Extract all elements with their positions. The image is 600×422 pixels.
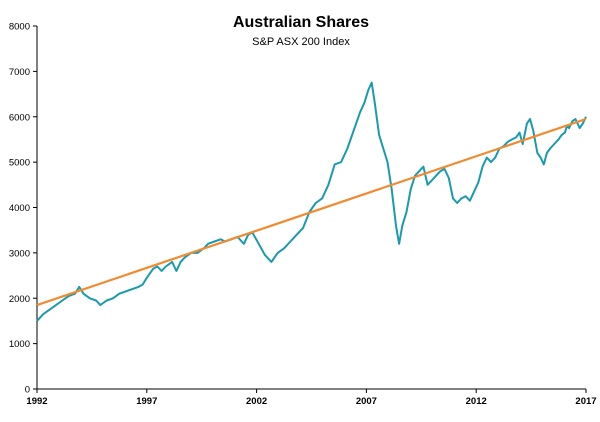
- y-tick-label: 4000: [9, 203, 30, 214]
- x-tick-label: 2012: [466, 396, 487, 407]
- y-tick-label: 5000: [9, 158, 30, 169]
- chart-subtitle: S&P ASX 200 Index: [252, 36, 350, 48]
- y-tick-label: 7000: [9, 67, 30, 78]
- x-tick-label: 2017: [575, 396, 596, 407]
- chart-title: Australian Shares: [233, 14, 369, 31]
- y-tick-label: 2000: [9, 294, 30, 305]
- x-tick-label: 1992: [26, 396, 47, 407]
- x-tick-label: 1997: [136, 396, 157, 407]
- series-layer: [37, 83, 586, 321]
- y-tick-label: 3000: [9, 248, 30, 259]
- y-tick-label: 1000: [9, 339, 30, 350]
- series-line-asx200: [37, 83, 586, 321]
- x-tick-label: 2002: [246, 396, 267, 407]
- y-tick-label: 0: [25, 385, 30, 396]
- y-tick-label: 8000: [9, 22, 30, 33]
- series-line-trend: [37, 119, 586, 305]
- y-tick-label: 6000: [9, 112, 30, 123]
- x-tick-label: 2007: [356, 396, 377, 407]
